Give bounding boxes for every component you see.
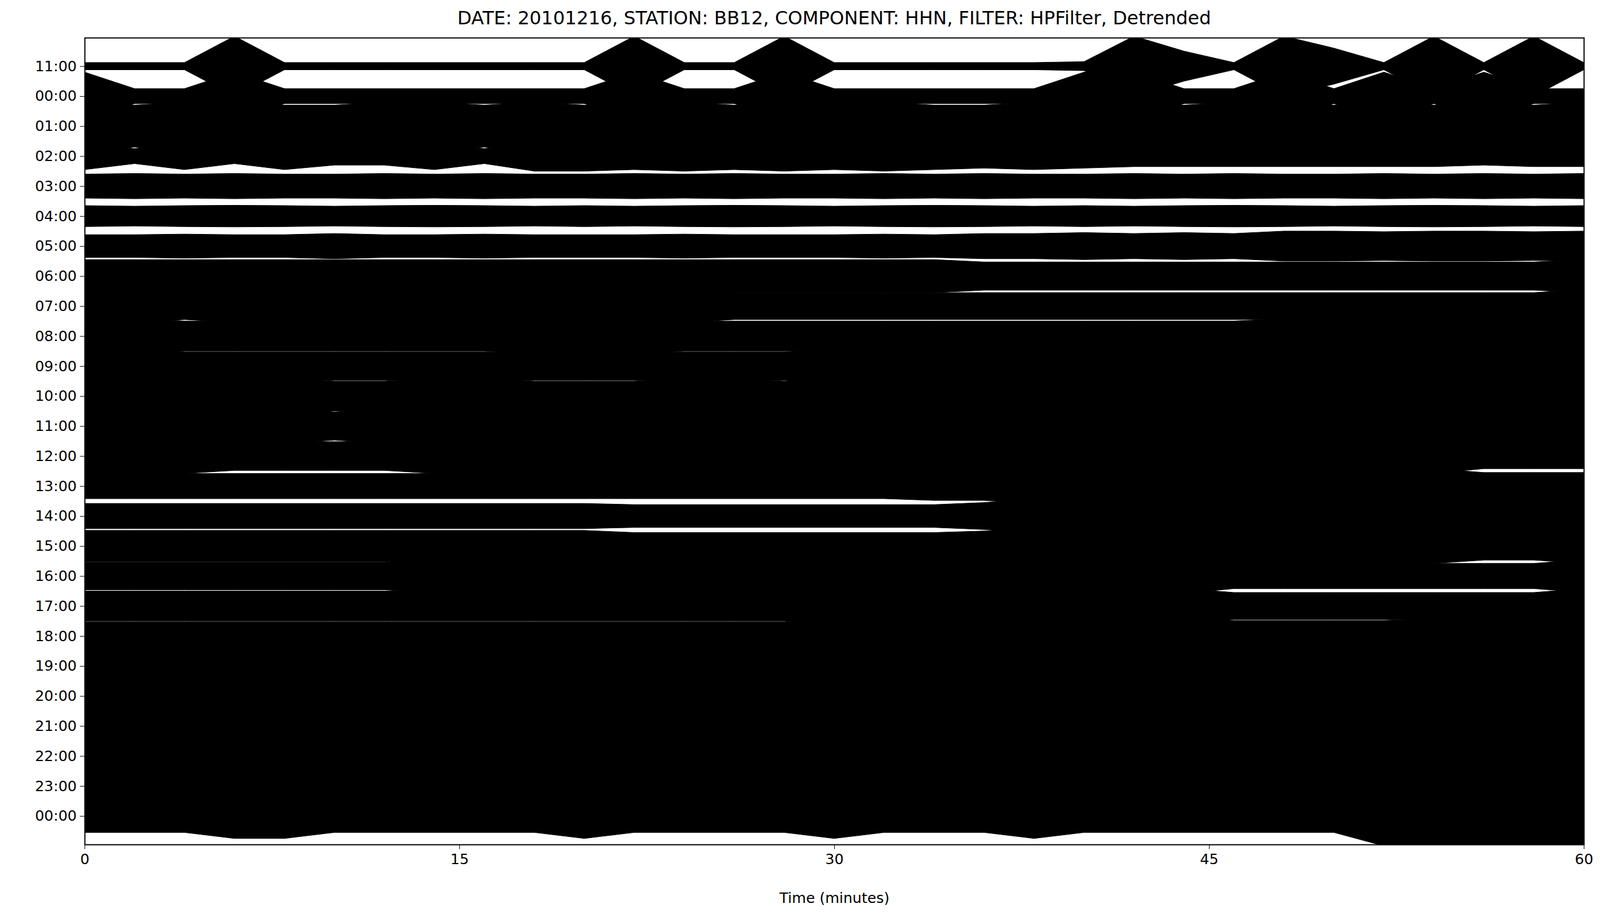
svg-text:15:00: 15:00 [34, 537, 77, 555]
svg-text:23:00: 23:00 [34, 777, 77, 795]
svg-text:0: 0 [80, 850, 90, 868]
html-text:DATE: 20101216, STATION: BB12,: DATE: 20101216, STATION: BB12, COMPONENT… [457, 6, 1212, 29]
svg-text:12:00: 12:00 [34, 447, 77, 465]
svg-text:00:00: 00:00 [34, 807, 77, 825]
svg-text:09:00: 09:00 [34, 358, 77, 375]
svg-text:Time (minutes): Time (minutes) [779, 889, 890, 907]
svg-text:01:00: 01:00 [34, 117, 77, 135]
svg-text:04:00: 04:00 [34, 207, 77, 225]
svg-text:22:00: 22:00 [34, 747, 77, 765]
svg-text:60: 60 [1575, 850, 1594, 868]
svg-text:17:00: 17:00 [34, 597, 77, 615]
svg-text:18:00: 18:00 [34, 627, 77, 645]
svg-text:16:00: 16:00 [34, 567, 77, 585]
svg-text:10:00: 10:00 [34, 387, 77, 405]
svg-text:07:00: 07:00 [34, 297, 77, 315]
svg-text:14:00: 14:00 [34, 507, 77, 525]
svg-text:30: 30 [825, 850, 845, 868]
svg-text:11:00: 11:00 [34, 417, 77, 435]
svg-text:19:00: 19:00 [34, 657, 77, 675]
svg-text:21:00: 21:00 [34, 717, 77, 735]
svg-text:13:00: 13:00 [34, 477, 77, 495]
svg-text:11:00: 11:00 [34, 57, 77, 75]
svg-text:02:00: 02:00 [34, 147, 77, 165]
svg-text:06:00: 06:00 [34, 267, 77, 285]
svg-text:20:00: 20:00 [34, 687, 77, 705]
svg-text:03:00: 03:00 [34, 177, 77, 195]
svg-text:00:00: 00:00 [34, 87, 77, 105]
svg-text:05:00: 05:00 [34, 237, 77, 255]
svg-text:08:00: 08:00 [34, 327, 77, 345]
svg-text:45: 45 [1200, 850, 1219, 868]
svg-text:15: 15 [450, 850, 470, 868]
